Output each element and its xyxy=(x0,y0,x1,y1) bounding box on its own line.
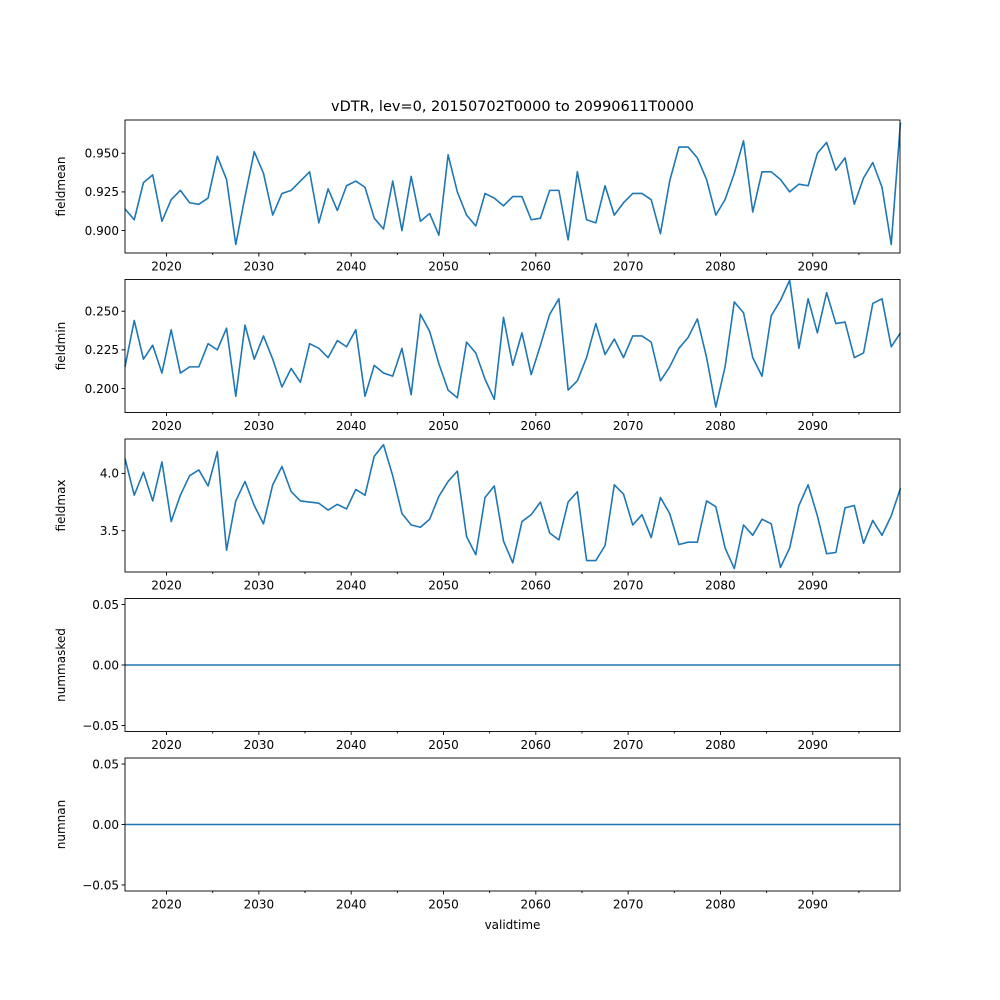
subplot-fieldmax: 3.5 4.0 2020 2030 2040 2050 2060 2070 2080 2090 fi… xyxy=(54,438,902,593)
y-tick-label: −0.05 xyxy=(82,719,119,733)
y-axis-label: nummasked xyxy=(54,628,68,702)
x-tick-label: 2080 xyxy=(705,579,736,593)
y-tick-label: 4.0 xyxy=(100,467,119,481)
subplot-fieldmean: 0.900 0.925 0.950 2020 2030 2040 2050 2060 2070 2… xyxy=(54,119,902,274)
x-tick-label: 2030 xyxy=(244,579,275,593)
x-tick-label: 2020 xyxy=(151,419,182,433)
x-axis-label: validtime xyxy=(485,918,541,932)
x-tick-label: 2040 xyxy=(336,579,367,593)
y-tick-label: 0.225 xyxy=(85,343,119,357)
x-tick-label: 2050 xyxy=(428,260,459,274)
x-tick-label: 2070 xyxy=(613,260,644,274)
subplots: 0.900 0.925 0.950 2020 2030 2040 2050 2060 2070 2… xyxy=(54,119,902,932)
chart-title: vDTR, lev=0, 20150702T0000 to 20990611T0… xyxy=(331,99,694,115)
y-tick-label: 0.00 xyxy=(92,818,119,832)
x-tick-label: 2060 xyxy=(521,579,552,593)
y-tick-label: 3.5 xyxy=(100,524,119,538)
y-tick-label: 0.900 xyxy=(85,224,119,238)
x-tick-label: 2060 xyxy=(521,898,552,912)
x-tick-label: 2070 xyxy=(613,419,644,433)
y-tick-label: 0.200 xyxy=(85,382,119,396)
y-axis-label: fieldmin xyxy=(54,322,68,371)
y-tick-label: −0.05 xyxy=(82,878,119,892)
x-tick-label: 2040 xyxy=(336,419,367,433)
y-tick-label: 0.00 xyxy=(92,658,119,672)
y-axis-label: numnan xyxy=(54,800,68,849)
y-tick-label: 0.950 xyxy=(85,147,119,161)
x-tick-label: 2070 xyxy=(613,738,644,752)
x-tick-label: 2030 xyxy=(244,260,275,274)
y-axis-label: fieldmax xyxy=(54,479,68,531)
subplot-nummasked: −0.05 0.00 0.05 2020 2030 2040 2050 2060 2070 208… xyxy=(54,598,901,752)
x-tick-label: 2030 xyxy=(244,898,275,912)
subplot-numnan: −0.05 0.00 0.05 2020 2030 2040 2050 2060 2070 208… xyxy=(54,757,901,932)
series-line-fieldmax xyxy=(124,443,902,570)
x-tick-label: 2020 xyxy=(151,260,182,274)
x-tick-label: 2060 xyxy=(521,419,552,433)
x-tick-label: 2020 xyxy=(151,579,182,593)
x-tick-label: 2040 xyxy=(336,260,367,274)
x-tick-label: 2090 xyxy=(797,260,828,274)
x-tick-label: 2080 xyxy=(705,898,736,912)
x-tick-label: 2030 xyxy=(244,419,275,433)
x-tick-label: 2080 xyxy=(705,260,736,274)
x-tick-label: 2040 xyxy=(336,738,367,752)
x-tick-label: 2030 xyxy=(244,738,275,752)
x-tick-label: 2070 xyxy=(613,898,644,912)
x-tick-label: 2050 xyxy=(428,419,459,433)
x-tick-label: 2070 xyxy=(613,579,644,593)
x-tick-label: 2090 xyxy=(797,579,828,593)
series-line-fieldmin xyxy=(124,279,902,408)
y-tick-label: 0.250 xyxy=(85,305,119,319)
x-tick-label: 2080 xyxy=(705,738,736,752)
axes-frame xyxy=(124,438,901,573)
x-tick-label: 2090 xyxy=(797,898,828,912)
x-tick-label: 2020 xyxy=(151,738,182,752)
x-tick-label: 2020 xyxy=(151,898,182,912)
x-tick-label: 2090 xyxy=(797,419,828,433)
x-tick-label: 2040 xyxy=(336,898,367,912)
x-tick-label: 2050 xyxy=(428,898,459,912)
axes-frame xyxy=(124,279,901,413)
y-tick-label: 0.05 xyxy=(92,598,119,612)
series-line-fieldmean xyxy=(124,122,902,246)
y-tick-label: 0.05 xyxy=(92,757,119,771)
x-tick-label: 2090 xyxy=(797,738,828,752)
x-tick-label: 2060 xyxy=(521,738,552,752)
x-tick-label: 2060 xyxy=(521,260,552,274)
axes-frame xyxy=(124,119,901,254)
subplot-fieldmin: 0.200 0.225 0.250 2020 2030 2040 2050 2060 2070 2… xyxy=(54,279,902,433)
y-axis-label: fieldmean xyxy=(54,157,68,217)
x-tick-label: 2050 xyxy=(428,738,459,752)
x-tick-label: 2050 xyxy=(428,579,459,593)
x-tick-label: 2080 xyxy=(705,419,736,433)
y-tick-label: 0.925 xyxy=(85,185,119,199)
